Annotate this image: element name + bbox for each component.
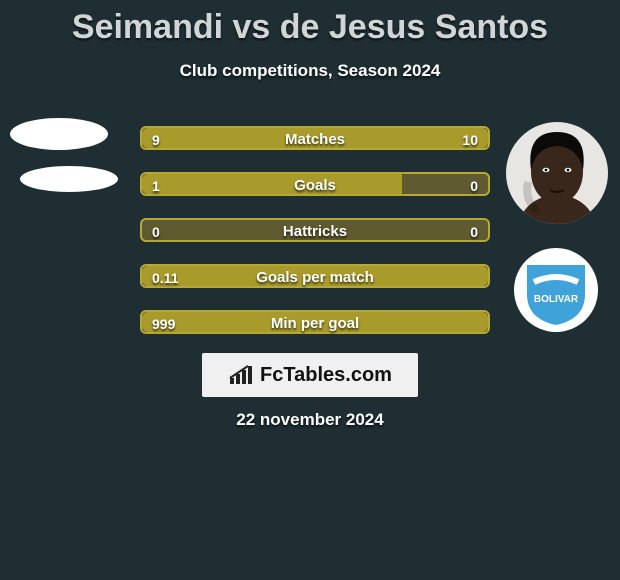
bar-row: 0.11Goals per match: [140, 264, 490, 288]
svg-text:BOLIVAR: BOLIVAR: [534, 294, 579, 305]
right-club-badge: BOLIVAR: [506, 246, 606, 334]
bar-row: 10Goals: [140, 172, 490, 196]
bar-row: 00Hattricks: [140, 218, 490, 242]
left-avatar-2: [20, 166, 118, 192]
bar-row: 999Min per goal: [140, 310, 490, 334]
bar-label: Matches: [142, 128, 488, 152]
bar-label: Goals per match: [142, 266, 488, 290]
fctables-icon: [228, 364, 254, 386]
bar-label: Goals: [142, 174, 488, 198]
date-text: 22 november 2024: [0, 410, 620, 430]
left-player-avatars: [10, 118, 118, 212]
bar-row: 910Matches: [140, 126, 490, 150]
watermark-text: FcTables.com: [260, 364, 392, 387]
bar-label: Min per goal: [142, 312, 488, 336]
page-title: Seimandi vs de Jesus Santos: [0, 0, 620, 47]
left-avatar-1: [10, 118, 108, 150]
comparison-bars: 910Matches 10Goals 00Hattricks 0.11Goals pe…: [140, 126, 490, 356]
bar-label: Hattricks: [142, 220, 488, 244]
right-avatar: [506, 122, 608, 224]
subtitle: Club competitions, Season 2024: [0, 47, 620, 81]
right-player-column: BOLIVAR: [506, 122, 608, 334]
watermark: FcTables.com: [202, 353, 418, 397]
